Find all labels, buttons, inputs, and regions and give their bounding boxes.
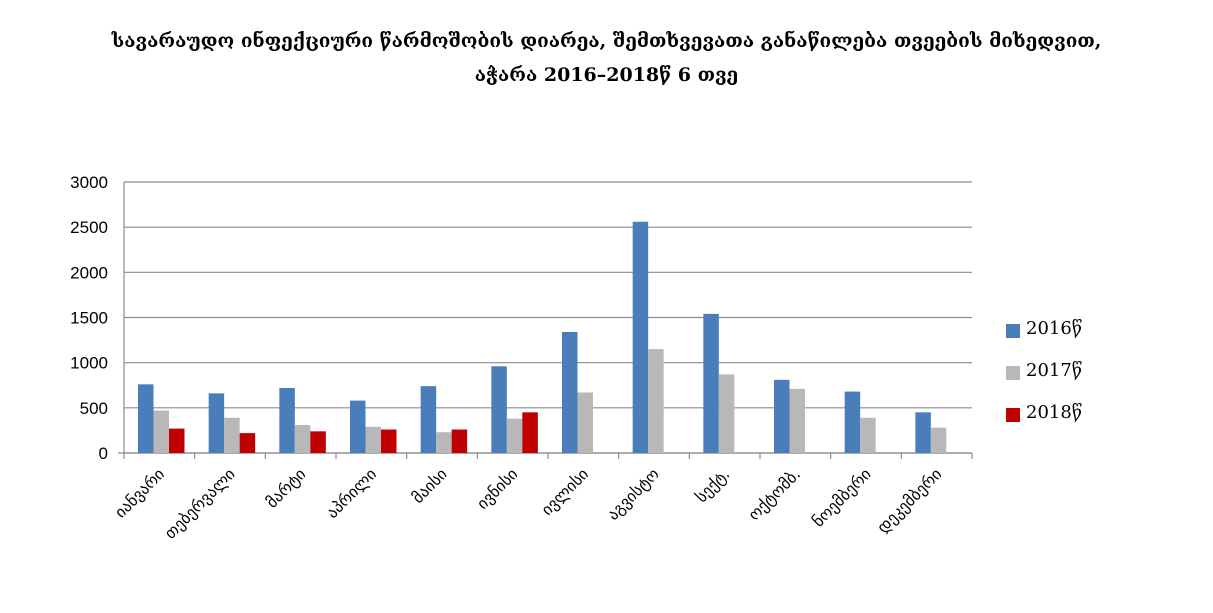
bar-2016წ-9 — [703, 313, 719, 453]
bar-2018წ-2 — [239, 433, 256, 453]
x-tick-label-5: მაისი — [408, 464, 451, 507]
bar-2017წ-12 — [930, 427, 947, 453]
x-tick-label-6: ივნისი — [473, 464, 522, 513]
y-tick-label-500: 500 — [80, 399, 108, 418]
x-tick-label-10: ოქტომბ. — [744, 464, 804, 524]
bar-2016წ-7 — [562, 331, 578, 453]
legend-label-2018: 2018წ — [1026, 402, 1083, 423]
y-tick-label-0: 0 — [99, 444, 108, 463]
bar-2017წ-2 — [224, 417, 240, 453]
bar-2017წ-7 — [577, 392, 593, 453]
y-tick-label-1000: 1000 — [70, 354, 108, 373]
x-tick-label-12: დეკემბერი — [873, 464, 945, 536]
y-tick-label-3000: 3000 — [70, 173, 108, 192]
bar-2018წ-5 — [451, 429, 468, 453]
bar-2017წ-11 — [860, 417, 876, 453]
legend-swatch-2017 — [1006, 366, 1020, 380]
bar-2018წ-4 — [381, 429, 397, 453]
x-tick-label-2: თებერვალი — [161, 464, 239, 542]
bar-2016წ-10 — [774, 379, 790, 453]
legend-swatch-2016 — [1006, 324, 1020, 338]
y-tick-label-2000: 2000 — [70, 263, 108, 282]
x-tick-label-8: აგვისტო — [603, 464, 663, 524]
bar-2017წ-6 — [506, 418, 523, 453]
bar-2017წ-5 — [436, 432, 452, 453]
bar-2016წ-8 — [632, 221, 649, 453]
bar-2016წ-3 — [279, 387, 295, 453]
x-tick-label-3: მარტი — [262, 464, 309, 511]
bar-2017წ-3 — [294, 424, 311, 453]
bar-2016წ-12 — [915, 412, 931, 453]
bar-2017წ-9 — [718, 374, 735, 453]
bar-2016წ-6 — [491, 366, 507, 453]
bar-2017წ-8 — [648, 349, 664, 453]
x-tick-label-4: აპრილი — [322, 464, 380, 522]
bar-2016წ-1 — [138, 384, 154, 453]
chart-title-line-2: აჭარა 2016–2018წ 6 თვე — [474, 64, 739, 86]
bar-2017წ-10 — [789, 388, 805, 453]
x-tick-label-7: ივლისი — [537, 464, 592, 519]
y-tick-label-1500: 1500 — [70, 309, 108, 328]
legend-label-2017: 2017წ — [1026, 360, 1083, 381]
legend-label-2016: 2016წ — [1026, 318, 1083, 339]
bar-2018წ-6 — [522, 412, 538, 453]
bar-2016წ-5 — [420, 386, 437, 453]
bar-2016წ-11 — [844, 391, 861, 453]
x-tick-label-11: ნოემბერი — [808, 464, 874, 530]
x-tick-label-9: სექტ. — [692, 464, 734, 506]
bar-2018წ-1 — [169, 428, 185, 453]
y-tick-label-2500: 2500 — [70, 218, 108, 237]
x-tick-label-1: იანვარი — [111, 464, 168, 521]
bar-2017წ-4 — [365, 426, 381, 453]
bar-2017წ-1 — [153, 410, 169, 453]
legend-swatch-2018 — [1006, 408, 1020, 422]
bar-2018წ-3 — [310, 431, 326, 453]
bar-2016წ-4 — [350, 400, 366, 453]
chart-title-line-1: სავარაუდო ინფექციური წარმოშობის დიარეა, … — [111, 30, 1102, 52]
bar-2016წ-2 — [208, 393, 225, 453]
